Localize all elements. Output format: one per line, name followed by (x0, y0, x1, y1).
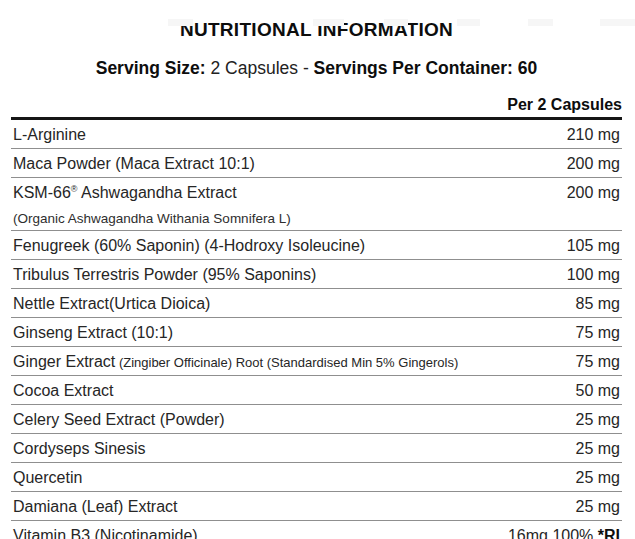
top-edge-artifacts (0, 19, 635, 27)
ingredient-amount: 25 mg (576, 411, 622, 429)
ingredient-amount: 200 mg (567, 184, 622, 202)
table-row: KSM-66® Ashwagandha Extract 200 mg (Organi… (11, 178, 622, 231)
ingredient-amount: 25 mg (576, 498, 622, 516)
registered-trademark-symbol: ® (71, 184, 78, 194)
reference-intake-marker: *RI (598, 527, 620, 539)
ingredient-name: Quercetin (13, 469, 82, 487)
serving-size-value: 2 Capsules - (210, 58, 313, 78)
table-row: Vitamin B3 (Nicotinamide) 16mg 100% *RI (11, 521, 622, 539)
ingredient-name: Tribulus Terrestris Powder (95% Saponins… (13, 266, 316, 284)
ingredient-name: Cordyseps Sinesis (13, 440, 146, 458)
ingredient-amount: 200 mg (567, 155, 622, 173)
table-row: Damiana (Leaf) Extract 25 mg (11, 492, 622, 521)
ingredient-subtext: (Organic Ashwagandha Withania Somnifera … (11, 211, 622, 226)
ingredient-name: Celery Seed Extract (Powder) (13, 411, 225, 429)
top-edge-artifact (457, 19, 480, 26)
ingredient-amount: 16mg 100% *RI (508, 527, 622, 539)
top-edge-artifact (600, 19, 635, 26)
ingredient-amount: 25 mg (576, 440, 622, 458)
table-row: Ginger Extract (Zingiber Officinale) Roo… (11, 347, 622, 376)
table-row: L-Arginine 210 mg (11, 120, 622, 149)
ingredient-amount: 210 mg (567, 126, 622, 144)
ingredient-amount: 100 mg (567, 266, 622, 284)
table-row: Maca Powder (Maca Extract 10:1) 200 mg (11, 149, 622, 178)
nutrition-label: NUTRITIONAL INFORMATION Serving Size: 2 … (0, 19, 635, 539)
top-edge-artifact (384, 19, 408, 26)
ingredient-amount: 85 mg (576, 295, 622, 313)
serving-size-label: Serving Size: (96, 58, 211, 78)
top-edge-artifact (528, 19, 553, 26)
ingredient-amount: 105 mg (567, 237, 622, 255)
ingredient-name: KSM-66® Ashwagandha Extract (13, 184, 237, 202)
ingredient-name-detail: (Zingiber Officinale) Root (Standardised… (115, 355, 458, 370)
ingredient-table: L-Arginine 210 mg Maca Powder (Maca Extrac… (11, 117, 622, 539)
ingredient-name: Ginseng Extract (10:1) (13, 324, 173, 342)
ingredient-name: Fenugreek (60% Saponin) (4-Hodroxy Isole… (13, 237, 365, 255)
ingredient-amount: 75 mg (576, 353, 622, 371)
table-row: Cocoa Extract 50 mg (11, 376, 622, 405)
table-row: Cordyseps Sinesis 25 mg (11, 434, 622, 463)
ingredient-name: Nettle Extract(Urtica Dioica) (13, 295, 210, 313)
table-row: Nettle Extract(Urtica Dioica) 85 mg (11, 289, 622, 318)
top-edge-artifact (313, 19, 344, 26)
table-row: Celery Seed Extract (Powder) 25 mg (11, 405, 622, 434)
table-row: Ginseng Extract (10:1) 75 mg (11, 318, 622, 347)
ingredient-name: L-Arginine (13, 126, 86, 144)
ingredient-name: Ginger Extract (Zingiber Officinale) Roo… (13, 353, 458, 371)
ingredient-name: Cocoa Extract (13, 382, 113, 400)
top-edge-artifact (168, 19, 193, 26)
table-row: Quercetin 25 mg (11, 463, 622, 492)
ingredient-name: Vitamin B3 (Nicotinamide) (13, 527, 198, 539)
ingredient-amount: 25 mg (576, 469, 622, 487)
ingredient-amount: 75 mg (576, 324, 622, 342)
column-header-per-2-capsules: Per 2 Capsules (11, 96, 622, 117)
table-row: Tribulus Terrestris Powder (95% Saponins… (11, 260, 622, 289)
ingredient-name: Damiana (Leaf) Extract (13, 498, 178, 516)
table-row: Fenugreek (60% Saponin) (4-Hodroxy Isole… (11, 231, 622, 260)
ingredient-name: Maca Powder (Maca Extract 10:1) (13, 155, 255, 173)
serving-info: Serving Size: 2 Capsules - Servings Per … (11, 58, 622, 79)
servings-per-container: Servings Per Container: 60 (314, 58, 538, 78)
ingredient-amount: 50 mg (576, 382, 622, 400)
